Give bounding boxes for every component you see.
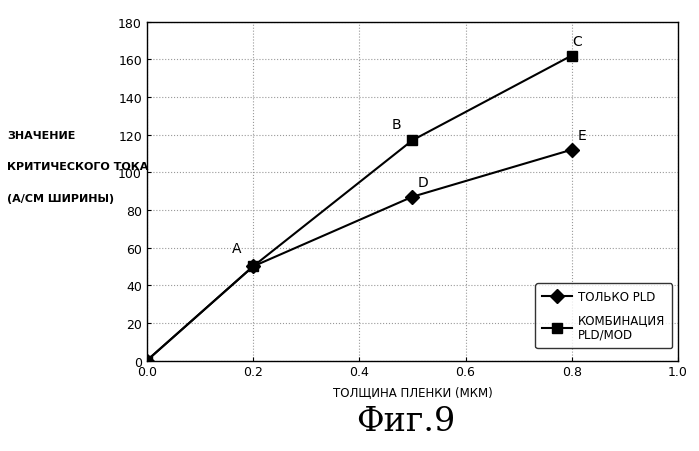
Text: A: A: [232, 242, 242, 256]
X-axis label: ТОЛЩИНА ПЛЕНКИ (МКМ): ТОЛЩИНА ПЛЕНКИ (МКМ): [333, 386, 492, 399]
Text: ЗНАЧЕНИЕ: ЗНАЧЕНИЕ: [7, 130, 75, 140]
ТОЛЬКО PLD: [143, 358, 151, 364]
Text: B: B: [391, 118, 401, 132]
Text: E: E: [578, 129, 586, 143]
Text: C: C: [572, 35, 582, 49]
КОМБИНАЦИЯ
PLD/MOD: [143, 358, 151, 364]
Text: D: D: [418, 176, 428, 190]
КОМБИНАЦИЯ
PLD/MOD: [408, 138, 417, 143]
Line: КОМБИНАЦИЯ
PLD/MOD: КОМБИНАЦИЯ PLD/MOD: [142, 51, 577, 366]
Text: КРИТИЧЕСКОГО ТОКА: КРИТИЧЕСКОГО ТОКА: [7, 162, 148, 172]
ТОЛЬКО PLD: [249, 264, 257, 270]
Line: ТОЛЬКО PLD: ТОЛЬКО PLD: [142, 146, 577, 366]
КОМБИНАЦИЯ
PLD/MOD: [249, 264, 257, 270]
Text: (А/СМ ШИРИНЫ): (А/СМ ШИРИНЫ): [7, 193, 114, 203]
КОМБИНАЦИЯ
PLD/MOD: [568, 54, 576, 59]
Legend: ТОЛЬКО PLD, КОМБИНАЦИЯ
PLD/MOD: ТОЛЬКО PLD, КОМБИНАЦИЯ PLD/MOD: [535, 284, 672, 348]
ТОЛЬКО PLD: [408, 195, 417, 200]
ТОЛЬКО PLD: [568, 147, 576, 153]
Text: Фиг.9: Фиг.9: [356, 405, 455, 437]
